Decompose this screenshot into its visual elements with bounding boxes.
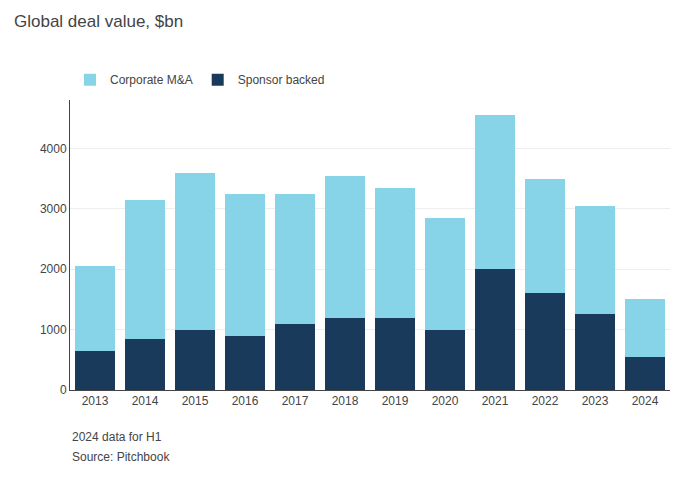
svg-text:1000: 1000 — [40, 323, 67, 337]
svg-text:2017: 2017 — [282, 394, 309, 408]
svg-text:2024: 2024 — [632, 394, 659, 408]
svg-text:Corporate M&A: Corporate M&A — [110, 73, 193, 87]
svg-text:2020: 2020 — [432, 394, 459, 408]
svg-text:2015: 2015 — [182, 394, 209, 408]
svg-text:2019: 2019 — [382, 394, 409, 408]
svg-text:2022: 2022 — [532, 394, 559, 408]
svg-text:Global deal value, $bn: Global deal value, $bn — [14, 12, 183, 31]
svg-text:2013: 2013 — [82, 394, 109, 408]
svg-text:4000: 4000 — [40, 142, 67, 156]
svg-text:0: 0 — [60, 383, 67, 397]
svg-text:2021: 2021 — [482, 394, 509, 408]
svg-text:Sponsor backed: Sponsor backed — [238, 73, 325, 87]
svg-text:3000: 3000 — [40, 202, 67, 216]
svg-text:Source: Pitchbook: Source: Pitchbook — [72, 450, 170, 464]
svg-text:2023: 2023 — [582, 394, 609, 408]
svg-text:2000: 2000 — [40, 262, 67, 276]
svg-text:2016: 2016 — [232, 394, 259, 408]
svg-text:2024 data for H1: 2024 data for H1 — [72, 430, 162, 444]
svg-text:2014: 2014 — [132, 394, 159, 408]
svg-text:2018: 2018 — [332, 394, 359, 408]
